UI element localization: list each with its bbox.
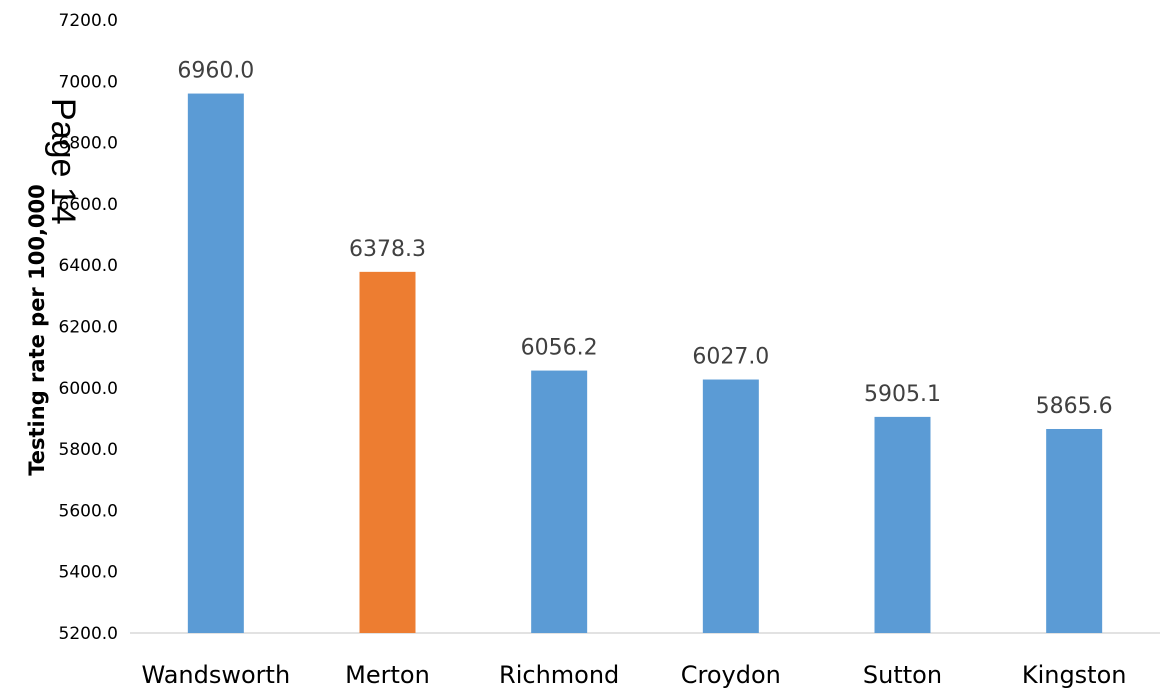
- y-axis-label: Testing rate per 100,000: [25, 184, 49, 476]
- data-label-richmond: 6056.2: [521, 336, 598, 361]
- bar-sutton: [874, 416, 931, 633]
- y-tick-label: 6800.0: [59, 134, 118, 154]
- x-tick-label-kingston: Kingston: [1022, 661, 1127, 689]
- bar-croydon: [702, 379, 759, 633]
- y-axis-ticks: 5200.0 5400.0 5600.0 5800.0 6000.0 6200.0 6400…: [59, 11, 118, 644]
- y-tick-label: 5200.0: [59, 624, 118, 644]
- data-labels-group: 6960.0 6378.3 6056.2 6027.0 5905.1 5865.6: [177, 59, 1112, 419]
- x-tick-label-sutton: Sutton: [863, 661, 942, 689]
- page-watermark: Page 14: [44, 98, 82, 225]
- bars-group: [187, 93, 1103, 633]
- y-tick-label: 5400.0: [59, 563, 118, 583]
- data-label-wandsworth: 6960.0: [177, 59, 254, 84]
- y-tick-label: 6400.0: [59, 256, 118, 276]
- data-label-sutton: 5905.1: [864, 382, 941, 407]
- x-tick-label-richmond: Richmond: [499, 661, 619, 689]
- bar-merton: [359, 271, 416, 633]
- y-tick-label: 7200.0: [59, 11, 118, 31]
- bar-wandsworth: [187, 93, 244, 633]
- x-tick-label-wandsworth: Wandsworth: [142, 661, 291, 689]
- bar-richmond: [531, 370, 588, 633]
- y-tick-label: 6600.0: [59, 195, 118, 215]
- data-label-croydon: 6027.0: [692, 345, 769, 370]
- y-tick-label: 7000.0: [59, 72, 118, 92]
- y-tick-label: 6200.0: [59, 318, 118, 338]
- bar-kingston: [1046, 428, 1103, 633]
- y-tick-label: 6000.0: [59, 379, 118, 399]
- data-label-merton: 6378.3: [349, 237, 426, 262]
- y-tick-label: 5600.0: [59, 501, 118, 521]
- data-label-kingston: 5865.6: [1036, 394, 1113, 419]
- y-tick-label: 5800.0: [59, 440, 118, 460]
- x-tick-label-merton: Merton: [345, 661, 430, 689]
- x-tick-label-croydon: Croydon: [681, 661, 781, 689]
- x-axis-ticks: Wandsworth Merton Richmond Croydon Sutton Kin…: [142, 661, 1127, 689]
